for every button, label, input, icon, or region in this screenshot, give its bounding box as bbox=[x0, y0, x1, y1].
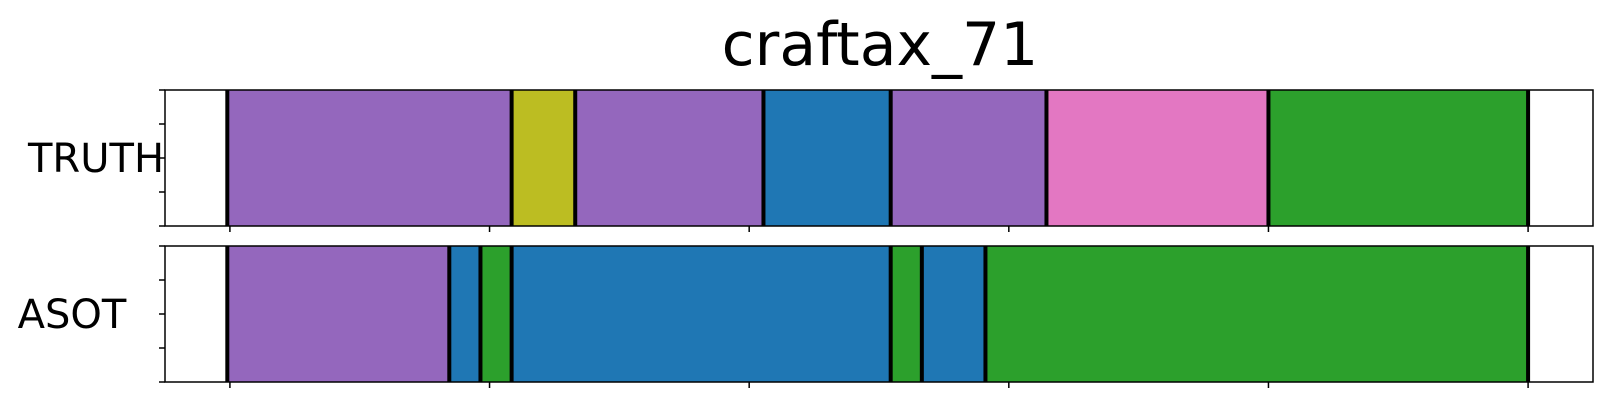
row-truth: TRUTH bbox=[27, 89, 1594, 232]
rows-layer: TRUTH ASOT bbox=[18, 89, 1594, 388]
chart-title: craftax_71 bbox=[722, 10, 1039, 80]
segment-truth-6 bbox=[1046, 90, 1269, 226]
segment-asot-4 bbox=[511, 246, 891, 382]
segment-asot-6 bbox=[921, 246, 986, 382]
row-label-truth: TRUTH bbox=[27, 136, 164, 182]
segment-truth-3 bbox=[575, 90, 764, 226]
segment-asot-7 bbox=[985, 246, 1529, 382]
segment-asot-3 bbox=[480, 246, 512, 382]
segment-truth-2 bbox=[511, 90, 576, 226]
segment-asot-1 bbox=[227, 246, 450, 382]
segment-truth-4 bbox=[763, 90, 891, 226]
segment-asot-8 bbox=[1528, 246, 1593, 382]
row-label-asot: ASOT bbox=[18, 292, 127, 338]
segment-truth-0 bbox=[165, 90, 228, 226]
segment-asot-5 bbox=[890, 246, 922, 382]
segment-asot-2 bbox=[449, 246, 481, 382]
segment-truth-8 bbox=[1528, 90, 1593, 226]
segment-truth-5 bbox=[890, 90, 1047, 226]
segment-asot-0 bbox=[165, 246, 228, 382]
segment-truth-7 bbox=[1268, 90, 1529, 226]
segment-truth-1 bbox=[227, 90, 512, 226]
row-asot: ASOT bbox=[18, 245, 1594, 388]
